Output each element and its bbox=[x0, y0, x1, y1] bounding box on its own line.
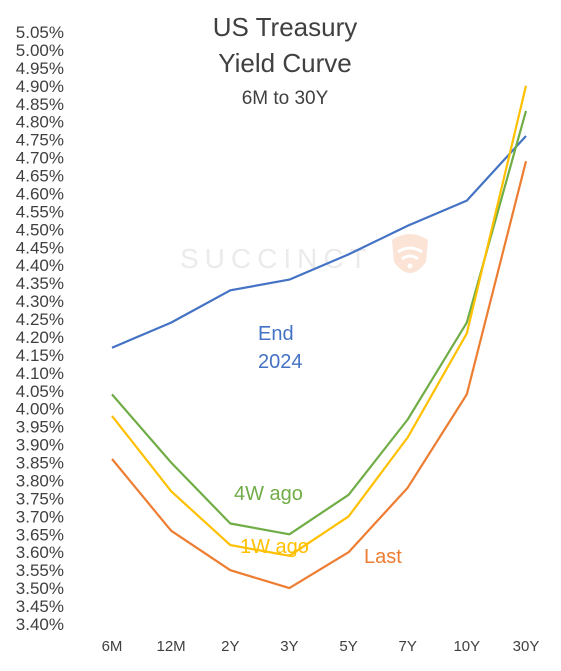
y-tick-label: 3.45% bbox=[16, 597, 64, 616]
y-tick-label: 3.40% bbox=[16, 615, 64, 634]
y-tick-label: 4.30% bbox=[16, 292, 64, 311]
y-tick-label: 4.25% bbox=[16, 310, 64, 329]
series-line-1w-ago bbox=[111, 85, 528, 557]
y-tick-label: 4.75% bbox=[16, 131, 64, 150]
y-axis: 3.40%3.45%3.50%3.55%3.60%3.65%3.70%3.75%… bbox=[16, 23, 64, 634]
y-tick-label: 4.40% bbox=[16, 256, 64, 275]
y-tick-label: 4.45% bbox=[16, 238, 64, 257]
y-tick-label: 5.05% bbox=[16, 23, 64, 42]
watermark-text: SUCCINCT bbox=[180, 243, 373, 274]
y-tick-label: 4.85% bbox=[16, 95, 64, 114]
x-tick-label: 10Y bbox=[453, 638, 480, 655]
y-tick-label: 3.55% bbox=[16, 561, 64, 580]
chart-title: US Treasury bbox=[212, 12, 358, 42]
series-label: End bbox=[258, 323, 294, 345]
chart-subtitle: 6M to 30Y bbox=[241, 88, 329, 109]
y-tick-label: 3.70% bbox=[16, 507, 64, 526]
y-tick-label: 4.10% bbox=[16, 364, 64, 383]
y-tick-label: 4.20% bbox=[16, 328, 64, 347]
y-tick-label: 3.95% bbox=[16, 418, 64, 437]
series-label: 4W ago bbox=[234, 483, 303, 505]
y-tick-label: 3.60% bbox=[16, 543, 64, 562]
y-tick-label: 4.80% bbox=[16, 113, 64, 132]
series-lines bbox=[111, 85, 528, 590]
x-tick-label: 7Y bbox=[399, 638, 417, 655]
series-label: 1W ago bbox=[240, 536, 309, 558]
y-tick-label: 4.05% bbox=[16, 382, 64, 401]
x-axis: 6M 12M 2Y 3Y 5Y 7Y 10Y 30Y bbox=[102, 638, 540, 655]
x-tick-label: 30Y bbox=[513, 638, 540, 655]
x-tick-label: 3Y bbox=[280, 638, 298, 655]
series-line-last bbox=[111, 160, 528, 590]
series-label: 2024 bbox=[258, 351, 303, 373]
y-tick-label: 4.60% bbox=[16, 185, 64, 204]
x-tick-label: 6M bbox=[102, 638, 123, 655]
y-tick-label: 3.50% bbox=[16, 579, 64, 598]
y-tick-label: 4.95% bbox=[16, 59, 64, 78]
series-line-4w-ago bbox=[111, 110, 528, 536]
y-tick-label: 4.50% bbox=[16, 220, 64, 239]
y-tick-label: 3.65% bbox=[16, 525, 64, 544]
y-tick-label: 3.85% bbox=[16, 454, 64, 473]
y-tick-label: 3.90% bbox=[16, 436, 64, 455]
series-label: Last bbox=[364, 546, 402, 568]
y-tick-label: 4.00% bbox=[16, 400, 64, 419]
y-tick-label: 5.00% bbox=[16, 41, 64, 60]
y-tick-label: 3.75% bbox=[16, 489, 64, 508]
x-tick-label: 2Y bbox=[221, 638, 239, 655]
watermark-logo-icon bbox=[392, 234, 428, 273]
chart-title-line2: Yield Curve bbox=[218, 48, 352, 78]
y-tick-label: 4.70% bbox=[16, 149, 64, 168]
x-tick-label: 5Y bbox=[339, 638, 357, 655]
y-tick-label: 4.35% bbox=[16, 274, 64, 293]
watermark: SUCCINCT bbox=[180, 234, 428, 274]
x-tick-label: 12M bbox=[157, 638, 186, 655]
y-tick-label: 4.65% bbox=[16, 167, 64, 186]
y-tick-label: 4.90% bbox=[16, 77, 64, 96]
series-labels: End 2024 4W ago 1W ago Last bbox=[234, 323, 402, 568]
y-tick-label: 3.80% bbox=[16, 472, 64, 491]
series-line-end-2024 bbox=[111, 135, 527, 349]
y-tick-label: 4.55% bbox=[16, 202, 64, 221]
y-tick-label: 4.15% bbox=[16, 346, 64, 365]
